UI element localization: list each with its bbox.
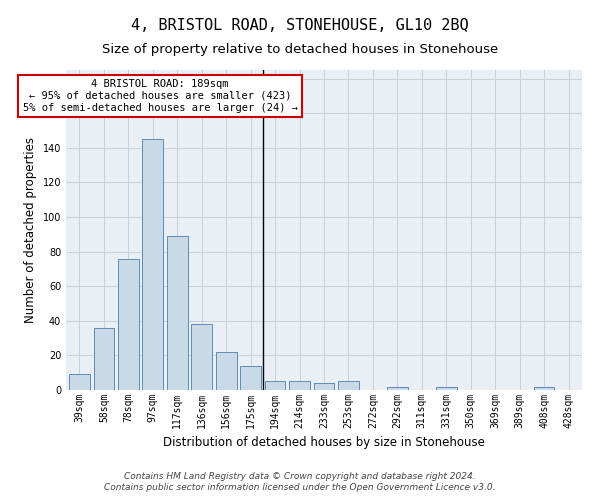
Y-axis label: Number of detached properties: Number of detached properties bbox=[24, 137, 37, 323]
Bar bbox=[240, 366, 261, 390]
Bar bbox=[338, 382, 359, 390]
Bar bbox=[534, 386, 554, 390]
Bar bbox=[142, 139, 163, 390]
Bar bbox=[314, 383, 334, 390]
Text: 4, BRISTOL ROAD, STONEHOUSE, GL10 2BQ: 4, BRISTOL ROAD, STONEHOUSE, GL10 2BQ bbox=[131, 18, 469, 32]
Text: Contains HM Land Registry data © Crown copyright and database right 2024.: Contains HM Land Registry data © Crown c… bbox=[124, 472, 476, 481]
Bar bbox=[69, 374, 90, 390]
Text: Contains public sector information licensed under the Open Government Licence v3: Contains public sector information licen… bbox=[104, 484, 496, 492]
Bar bbox=[265, 382, 286, 390]
Bar bbox=[436, 386, 457, 390]
Bar bbox=[289, 382, 310, 390]
Bar bbox=[94, 328, 114, 390]
Bar bbox=[191, 324, 212, 390]
Bar bbox=[167, 236, 188, 390]
Bar bbox=[387, 386, 408, 390]
Bar bbox=[118, 258, 139, 390]
Bar bbox=[216, 352, 236, 390]
X-axis label: Distribution of detached houses by size in Stonehouse: Distribution of detached houses by size … bbox=[163, 436, 485, 450]
Text: 4 BRISTOL ROAD: 189sqm
← 95% of detached houses are smaller (423)
5% of semi-det: 4 BRISTOL ROAD: 189sqm ← 95% of detached… bbox=[23, 80, 298, 112]
Text: Size of property relative to detached houses in Stonehouse: Size of property relative to detached ho… bbox=[102, 42, 498, 56]
